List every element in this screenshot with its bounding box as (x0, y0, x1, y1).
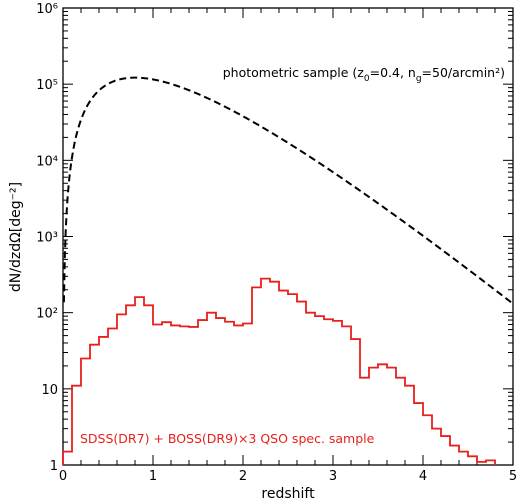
x-tick-label: 1 (149, 469, 157, 484)
photometric-sample-curve (62, 76, 514, 305)
x-tick-label: 5 (509, 469, 517, 484)
x-tick-label: 4 (419, 469, 427, 484)
series-layer (62, 76, 514, 465)
y-tick-label: 1 (50, 459, 58, 474)
y-tick-label: 10⁵ (36, 78, 58, 93)
y-tick-label: 10 (41, 383, 58, 398)
x-tick-label: 3 (329, 469, 337, 484)
y-tick-label: 10² (36, 307, 58, 322)
x-axis-label: redshift (261, 486, 315, 502)
y-tick-label: 10⁴ (36, 154, 58, 169)
x-tick-labels: 0 1 2 3 4 5 (59, 469, 517, 484)
y-tick-label: 10³ (36, 231, 58, 246)
photometric-sample-annotation: photometric sample (z0=0.4, ng=50/arcmin… (223, 65, 505, 84)
y-tick-labels: 1 10 10² 10³ 10⁴ 10⁵ 10⁶ (36, 2, 58, 474)
y-axis-label: dN/dzdΩ[deg⁻²] (8, 182, 24, 292)
x-tick-label: 2 (239, 469, 247, 484)
qso-spec-sample-histogram (62, 277, 496, 465)
x-tick-label: 0 (59, 469, 67, 484)
qso-sample-annotation: SDSS(DR7) + BOSS(DR9)×3 QSO spec. sample (80, 431, 375, 446)
tick-marks (62, 7, 514, 466)
y-tick-label: 10⁶ (36, 2, 58, 17)
